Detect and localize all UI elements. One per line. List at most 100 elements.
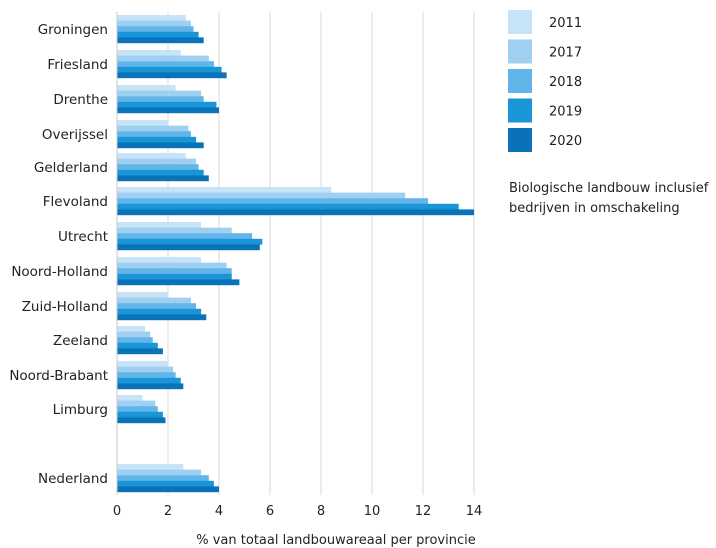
bar xyxy=(117,175,209,182)
legend-label: 2018 xyxy=(549,75,582,90)
x-axis-title: % van totaal landbouwareaal per provinci… xyxy=(196,533,475,548)
bar xyxy=(117,257,202,263)
category-label: Overijssel xyxy=(42,127,108,143)
category-label: Nederland xyxy=(38,471,108,487)
category-label: Flevoland xyxy=(43,194,108,210)
bar xyxy=(117,395,143,401)
bar xyxy=(117,96,204,102)
legend-swatch xyxy=(508,39,532,64)
category-label: Gelderland xyxy=(34,160,108,176)
x-tick-label: 12 xyxy=(415,504,432,519)
bar xyxy=(117,15,186,21)
bar xyxy=(117,90,202,97)
bar xyxy=(117,169,204,176)
bar xyxy=(117,475,209,481)
bar xyxy=(117,262,227,269)
legend-label: 2011 xyxy=(549,16,582,31)
bar xyxy=(117,72,227,79)
bar xyxy=(117,50,181,56)
legend-swatch xyxy=(508,128,532,152)
x-tick-label: 4 xyxy=(215,504,223,519)
bar xyxy=(117,55,209,62)
category-label: Noord-Holland xyxy=(11,264,108,280)
bar xyxy=(117,158,197,165)
legend-swatch xyxy=(508,10,532,34)
legend-label: 2020 xyxy=(549,134,582,149)
bar xyxy=(117,20,191,27)
gridlines xyxy=(167,12,475,495)
bar xyxy=(117,292,168,298)
bar xyxy=(117,26,194,32)
bar xyxy=(117,480,214,487)
bar xyxy=(117,366,174,373)
x-tick-label: 14 xyxy=(466,504,483,519)
bar xyxy=(117,153,186,159)
x-tick-label: 10 xyxy=(364,504,381,519)
category-label: Noord-Brabant xyxy=(9,368,108,384)
bar xyxy=(117,337,153,343)
bar xyxy=(117,66,222,73)
bar xyxy=(117,131,191,137)
bar xyxy=(117,101,217,108)
bar xyxy=(117,411,163,418)
bar xyxy=(117,486,219,493)
bar xyxy=(117,136,197,143)
bar xyxy=(117,400,156,407)
bar xyxy=(117,348,163,355)
bar xyxy=(117,342,158,349)
note-line: bedrijven in omschakeling xyxy=(509,201,680,216)
x-tick-label: 0 xyxy=(113,504,121,519)
bar xyxy=(117,268,232,274)
category-label: Zuid-Holland xyxy=(22,299,108,315)
bar xyxy=(117,37,204,44)
bar xyxy=(117,209,474,216)
bar xyxy=(117,192,406,199)
bar xyxy=(117,297,191,304)
bar xyxy=(117,377,181,384)
bar xyxy=(117,308,202,315)
category-labels: Groningen Friesland Drenthe Overijssel Gelde… xyxy=(9,22,108,487)
category-label: Drenthe xyxy=(53,92,108,108)
bar xyxy=(117,314,207,321)
bar xyxy=(117,187,332,193)
bar xyxy=(117,238,263,245)
legend-label: 2017 xyxy=(549,46,582,61)
bar xyxy=(117,361,168,367)
x-tick-label: 2 xyxy=(164,504,172,519)
bar xyxy=(117,125,189,132)
bars xyxy=(117,15,474,493)
chart-note: Biologische landbouw inclusief bedrijven … xyxy=(509,181,709,216)
x-tick-label: 6 xyxy=(266,504,274,519)
bar xyxy=(117,31,199,38)
legend-swatch xyxy=(508,98,532,123)
bar xyxy=(117,331,151,338)
bar xyxy=(117,303,197,309)
bar xyxy=(117,417,166,424)
legend-swatch xyxy=(508,69,532,93)
bar xyxy=(117,279,240,286)
bar xyxy=(117,61,214,67)
bar xyxy=(117,464,184,470)
bar xyxy=(117,222,202,228)
bar xyxy=(117,142,204,149)
bar xyxy=(117,107,219,114)
bar xyxy=(117,203,459,210)
bar xyxy=(117,273,232,280)
note-line: Biologische landbouw inclusief xyxy=(509,181,709,196)
category-label: Groningen xyxy=(38,22,108,38)
bar xyxy=(117,469,202,476)
category-label: Utrecht xyxy=(58,229,108,245)
bar xyxy=(117,383,184,390)
bar xyxy=(117,164,199,170)
category-label: Zeeland xyxy=(53,333,108,349)
bar xyxy=(117,406,158,412)
bar xyxy=(117,120,168,126)
x-tick-labels: 0 2 4 6 8 10 12 14 xyxy=(113,504,482,519)
category-label: Friesland xyxy=(47,57,108,73)
category-label: Limburg xyxy=(53,402,108,418)
legend-label: 2019 xyxy=(549,105,582,120)
bar xyxy=(117,233,253,239)
bar xyxy=(117,244,260,251)
legend: 2011 2017 2018 2019 2020 xyxy=(508,10,582,152)
